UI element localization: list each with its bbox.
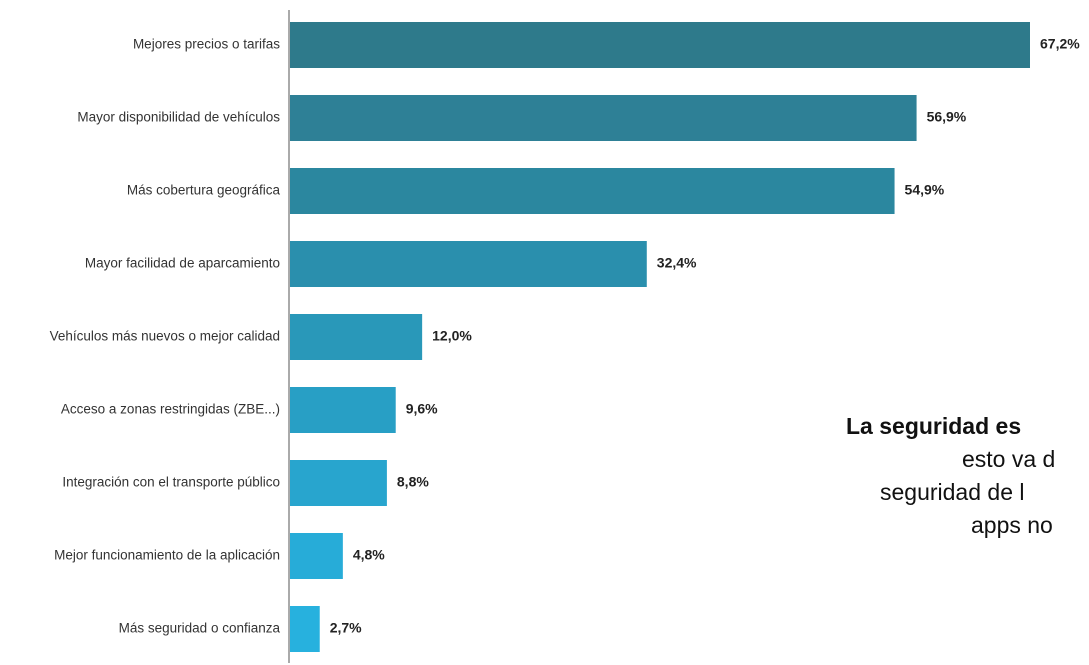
- bar: [290, 314, 423, 360]
- bar: [290, 606, 320, 652]
- value-label: 56,9%: [927, 109, 967, 125]
- category-label: Acceso a zonas restringidas (ZBE...): [61, 402, 280, 417]
- callout-line-3: seguridad de l: [880, 479, 1025, 505]
- value-label: 8,8%: [397, 474, 429, 490]
- bar: [290, 95, 917, 141]
- bar: [290, 22, 1030, 68]
- callout-line-2: esto va d: [962, 446, 1056, 472]
- category-label: Vehículos más nuevos o mejor calidad: [50, 329, 280, 344]
- value-label: 2,7%: [330, 620, 362, 636]
- bar: [290, 387, 396, 433]
- callout-line-1: La seguridad es: [846, 413, 1022, 439]
- category-label: Mayor facilidad de aparcamiento: [85, 256, 280, 271]
- value-label: 54,9%: [905, 182, 945, 198]
- category-label: Integración con el transporte público: [62, 475, 280, 490]
- value-label: 12,0%: [432, 328, 472, 344]
- bar: [290, 460, 387, 506]
- category-label: Más seguridad o confianza: [119, 621, 281, 636]
- value-label: 32,4%: [657, 255, 697, 271]
- callout-line-4: apps no: [971, 512, 1053, 538]
- category-label: Más cobertura geográfica: [127, 183, 281, 198]
- value-label: 4,8%: [353, 547, 385, 563]
- category-label: Mayor disponibilidad de vehículos: [77, 110, 280, 125]
- category-label: Mejores precios o tarifas: [133, 37, 280, 52]
- category-label: Mejor funcionamiento de la aplicación: [54, 548, 280, 563]
- value-label: 67,2%: [1040, 36, 1080, 52]
- bar: [290, 168, 895, 214]
- callout-text: La seguridad es esto va d seguridad de l…: [835, 410, 1089, 542]
- bar: [290, 533, 343, 579]
- bars-group: Mejores precios o tarifas 67,2% Mayor disp…: [50, 22, 1080, 652]
- value-label: 9,6%: [406, 401, 438, 417]
- bar: [290, 241, 647, 287]
